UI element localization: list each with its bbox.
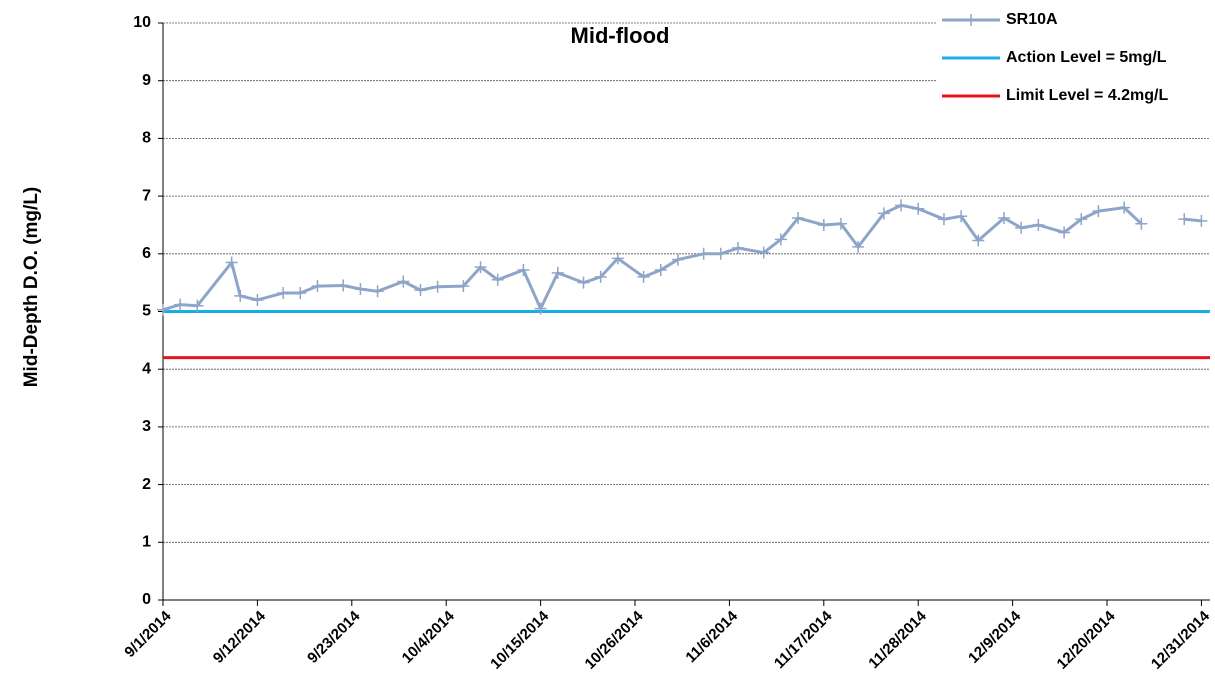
point-marker (234, 289, 247, 302)
x-tick-label: 12/20/2014 (1054, 607, 1120, 673)
point-marker (757, 246, 770, 259)
point-marker (697, 247, 710, 260)
x-tick-label: 11/6/2014 (682, 607, 741, 666)
point-marker (1118, 201, 1131, 214)
y-axis-label: Mid-Depth D.O. (mg/L) (21, 187, 42, 388)
point-marker (294, 287, 307, 300)
point-marker (1135, 217, 1148, 230)
y-tick-label: 3 (142, 418, 151, 435)
point-marker (937, 213, 950, 226)
legend-label: Action Level = 5mg/L (1006, 49, 1167, 66)
point-marker (611, 252, 624, 265)
point-marker (817, 218, 830, 231)
point-marker (371, 285, 384, 298)
point-marker (277, 287, 290, 300)
point-marker (1092, 205, 1105, 218)
y-tick-label: 5 (142, 303, 151, 320)
point-marker (311, 280, 324, 293)
point-marker (671, 253, 684, 266)
point-marker (431, 280, 444, 293)
point-marker (955, 210, 968, 223)
y-tick-label: 6 (142, 245, 151, 262)
x-tick-label: 10/4/2014 (399, 607, 459, 667)
point-marker (731, 242, 744, 255)
y-tick-label: 1 (142, 534, 151, 551)
point-marker (457, 280, 470, 293)
point-marker (852, 240, 865, 253)
point-marker (654, 263, 667, 276)
y-tick-label: 0 (142, 591, 151, 608)
y-tick-label: 7 (142, 187, 151, 204)
y-tick-label: 10 (133, 14, 151, 31)
legend: SR10A Action Level = 5mg/L Limit Level = 4… (936, 0, 1215, 112)
point-marker (191, 299, 204, 312)
legend-label: Limit Level = 4.2mg/L (1006, 87, 1169, 104)
point-marker (1195, 214, 1208, 227)
point-marker (637, 270, 650, 283)
point-marker (577, 276, 590, 289)
point-marker (912, 202, 925, 215)
point-marker (1015, 221, 1028, 234)
point-marker (895, 199, 908, 212)
y-tick-label: 4 (142, 360, 151, 377)
x-tick-label: 11/17/2014 (771, 607, 836, 672)
point-marker (414, 284, 427, 297)
point-marker (517, 263, 530, 276)
point-marker (877, 207, 890, 220)
point-marker (337, 279, 350, 292)
x-tick-label: 10/26/2014 (582, 607, 648, 673)
point-marker (792, 212, 805, 225)
point-marker (474, 261, 487, 274)
point-marker (534, 302, 547, 315)
point-marker (1032, 218, 1045, 231)
point-marker (594, 270, 607, 283)
x-tick-label: 9/12/2014 (210, 607, 270, 667)
point-marker (1058, 226, 1071, 239)
point-marker (174, 298, 187, 311)
point-marker (491, 273, 504, 286)
legend-marker (965, 14, 977, 26)
y-tick-label: 8 (142, 130, 151, 147)
point-marker (972, 234, 985, 247)
y-tick-label: 9 (142, 72, 151, 89)
point-marker (354, 282, 367, 295)
point-marker (774, 233, 787, 246)
x-tick-label: 12/9/2014 (965, 607, 1025, 667)
chart-title: Mid-flood (571, 23, 670, 48)
legend-label: SR10A (1006, 11, 1058, 28)
point-marker (1075, 213, 1088, 226)
x-tick-label: 10/15/2014 (487, 607, 553, 673)
point-marker (397, 275, 410, 288)
point-marker (551, 266, 564, 279)
x-tick-label: 9/23/2014 (304, 607, 364, 667)
point-marker (834, 217, 847, 230)
point-marker (1178, 213, 1191, 226)
point-marker (998, 212, 1011, 225)
x-tick-label: 12/31/2014 (1148, 607, 1214, 673)
point-marker (157, 303, 169, 316)
x-tick-label: 9/1/2014 (121, 607, 175, 661)
point-marker (714, 247, 727, 260)
x-tick-label: 11/28/2014 (865, 607, 930, 672)
y-tick-label: 2 (142, 476, 151, 493)
series-line (162, 203, 1202, 312)
point-marker (225, 256, 238, 269)
point-marker (251, 293, 264, 306)
